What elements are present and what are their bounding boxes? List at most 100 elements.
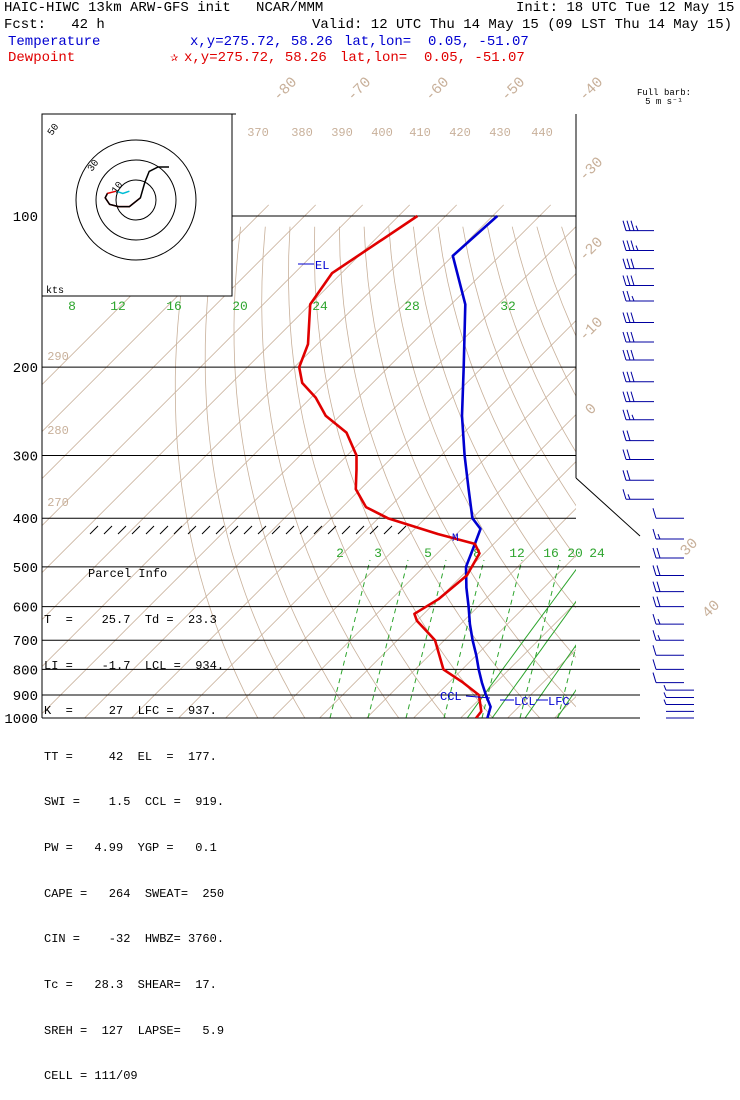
mixing-ratio-tick-label: 28 [404,299,420,314]
theta-tick-label: 290 [47,350,69,364]
isotherm-line [544,205,740,729]
parcel-row: SREH = 127 LAPSE= 5.9 [44,1024,240,1039]
theta-tick-label: 390 [331,126,353,140]
wind-barb-half [658,619,660,624]
wind-barb-feather [627,241,630,251]
parcel-row: LI = -1.7 LCL = 934. [44,659,240,674]
wind-barb-half [658,635,660,640]
wind-barb-feather [631,350,634,360]
dry-adiabat-line [685,227,740,729]
wind-barbs [623,221,694,718]
wind-barb-feather [631,332,634,342]
wind-barb-feather [657,597,660,607]
mixing-ratio-tick-label: 24 [312,299,328,314]
isotherm-tick-label: -20 [576,234,607,265]
wind-barb-feather [623,392,626,402]
theta-tick-label: 380 [291,126,313,140]
wind-barb-feather [627,332,630,342]
moist-adiabat-line [368,560,408,718]
wind-barb-feather [631,392,634,402]
theta-tick-label: 280 [47,424,69,438]
dry-adiabat-line [562,227,740,729]
freezing-tick [356,526,364,534]
wind-barb-half [636,246,638,251]
freezing-tick [384,526,392,534]
isotherm-line [309,205,740,729]
wind-barb-feather [623,410,626,420]
wind-barb-feather [627,291,630,301]
freezing-tick [314,526,322,534]
dry-adiabat-line [611,227,740,729]
wind-barb-feather [623,450,626,460]
dry-adiabat-line [660,227,740,729]
wind-barb-feather [657,565,660,575]
isotherm-tick-label: -10 [576,314,607,345]
mixing-ratio-tick-label: 24 [589,546,605,561]
wind-barb-feather [627,259,630,269]
wind-barb-feather [627,372,630,382]
isotherm-tick-label: -30 [576,154,607,185]
right-axis-lower [576,478,640,536]
pressure-tick-label: 300 [13,450,38,466]
el-marker: EL [315,259,329,273]
moist-adiabat-line [596,560,636,718]
isotherm-line [591,205,740,729]
lfc-marker: LFC [548,695,570,709]
wind-barb-feather [653,508,656,518]
wind-barb-feather [627,275,630,285]
freezing-tick [244,526,252,534]
dry-adiabat-line [710,227,740,729]
freezing-tick [328,526,336,534]
parcel-row: T = 25.7 Td = 23.3 [44,613,240,628]
wind-barb-feather [623,350,626,360]
wind-barb-feather [627,350,630,360]
wind-barb-feather [623,241,626,251]
theta-tick-label: 370 [247,126,269,140]
mixing-ratio-tick-label: 12 [509,546,525,561]
isotherm-tick-label: -50 [498,74,529,105]
parcel-info-title: Parcel Info [44,567,240,582]
wind-barb-feather [653,645,656,655]
wind-barb-feather [631,312,634,322]
wind-barb-half [636,226,638,231]
pressure-tick-label: 100 [13,210,38,226]
freezing-tick [174,526,182,534]
freezing-tick [118,526,126,534]
freezing-tick [230,526,238,534]
wind-barb-feather [627,450,630,460]
wind-barb-feather [653,659,656,669]
dry-adiabat-line [586,227,740,729]
wind-barb-legend-line2: 5 m s⁻¹ [645,97,683,107]
wind-barb-feather [623,312,626,322]
wind-barb-feather [653,548,656,558]
freezing-tick [104,526,112,534]
pressure-tick-label: 600 [13,601,38,617]
wind-barb-feather [627,221,630,231]
freezing-tick [300,526,308,534]
pressure-tick-label: 400 [13,512,38,528]
parcel-row: Tc = 28.3 SHEAR= 17. [44,978,240,993]
wind-barb-feather [623,221,626,231]
wind-barb-feather [631,275,634,285]
sounding-traces [299,216,497,718]
mixing-ratio-line [617,378,740,729]
wind-barb-feather [627,431,630,441]
wind-barb-feather [623,470,626,480]
theta-tick-label: 400 [371,126,393,140]
theta-tick-label: 410 [409,126,431,140]
freezing-tick [146,526,154,534]
pressure-tick-label: 900 [13,689,38,705]
isotherm-tick-label: 40 [699,597,724,622]
dewpoint-trace [299,216,481,718]
wind-barb-feather [657,582,660,592]
wind-barb-half [664,700,666,705]
wind-barb-half [632,415,634,420]
dry-adiabat-line [636,227,740,729]
pressure-tick-label: 800 [13,663,38,679]
wind-barb-half [628,494,630,499]
dry-adiabat-line [364,227,597,729]
isotherm-line [356,205,740,729]
mixing-ratio-tick-label: 16 [166,299,182,314]
parcel-row: K = 27 LFC = 937. [44,704,240,719]
freezing-tick [202,526,210,534]
